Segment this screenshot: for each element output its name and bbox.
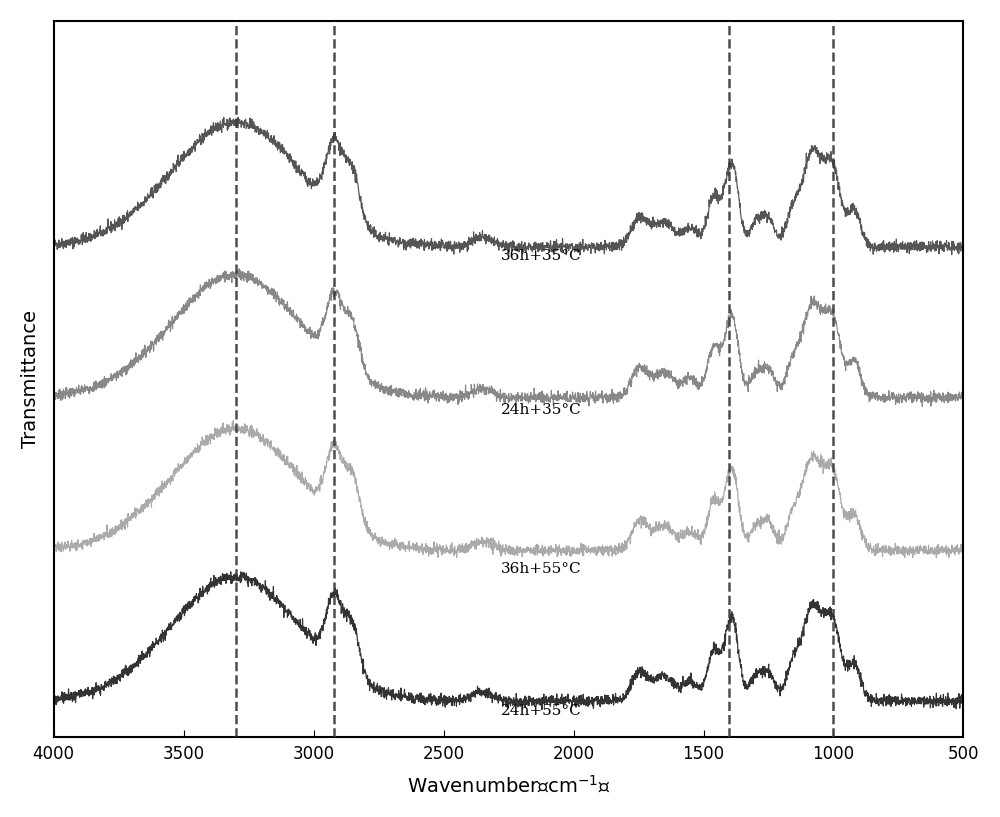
- Text: 36h+35°C: 36h+35°C: [501, 249, 581, 263]
- Text: 24h+35°C: 24h+35°C: [501, 404, 582, 417]
- Text: 36h+55°C: 36h+55°C: [501, 561, 581, 576]
- Y-axis label: Transmittance: Transmittance: [21, 310, 40, 448]
- X-axis label: Wavenumber（cm$^{-1}$）: Wavenumber（cm$^{-1}$）: [407, 775, 610, 797]
- Text: 24h+55°C: 24h+55°C: [501, 704, 582, 718]
